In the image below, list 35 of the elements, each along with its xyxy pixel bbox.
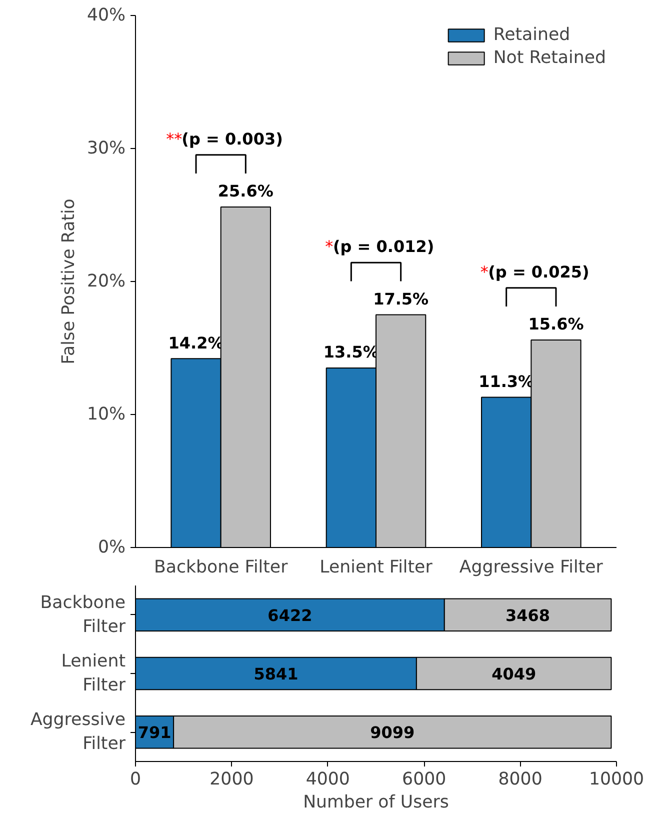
data-label: 14.2% [168,333,224,352]
y-tick-label: Backbone Filter [40,592,126,637]
data-label: 17.5% [373,289,429,308]
y-tick-label: 0% [98,538,126,558]
y-tick-label: 30% [86,138,126,158]
data-label: 25.6% [218,182,274,201]
y-tick-label: 40% [86,6,126,26]
data-label: 4049 [492,664,536,684]
data-label: 6422 [268,606,312,625]
legend-label: Not Retained [493,48,606,68]
data-label: 5841 [254,664,298,684]
data-label: 15.6% [528,314,584,334]
x-tick-label: Aggressive Filter [459,558,604,578]
x-axis-title: Number of Users [303,792,449,812]
x-tick-label: 8000 [498,770,542,790]
data-label: 3468 [506,606,550,625]
x-tick-label: 10000 [588,770,644,790]
y-tick-label: Aggressive Filter [30,710,126,754]
x-tick-label: 6000 [402,770,446,790]
y-tick-label: Lenient Filter [61,652,126,696]
annotation: *(p = 0.025) [480,262,590,282]
annotation: *(p = 0.012) [325,237,434,256]
y-axis-title: False Positive Ratio [58,198,79,364]
x-tick-label: Lenient Filter [320,558,434,578]
x-tick-label: 2000 [210,770,254,790]
y-tick-label: 10% [86,404,126,424]
data-label: 9099 [370,723,415,742]
y-tick-label: 20% [86,272,126,292]
x-tick-label: 0 [130,770,142,790]
data-label: 791 [138,723,172,742]
data-label: 13.5% [323,342,379,362]
annotation: **(p = 0.003) [166,130,283,148]
x-tick-label: 4000 [306,770,350,790]
legend-label: Retained [493,25,570,45]
x-tick-label: Backbone Filter [154,558,289,578]
